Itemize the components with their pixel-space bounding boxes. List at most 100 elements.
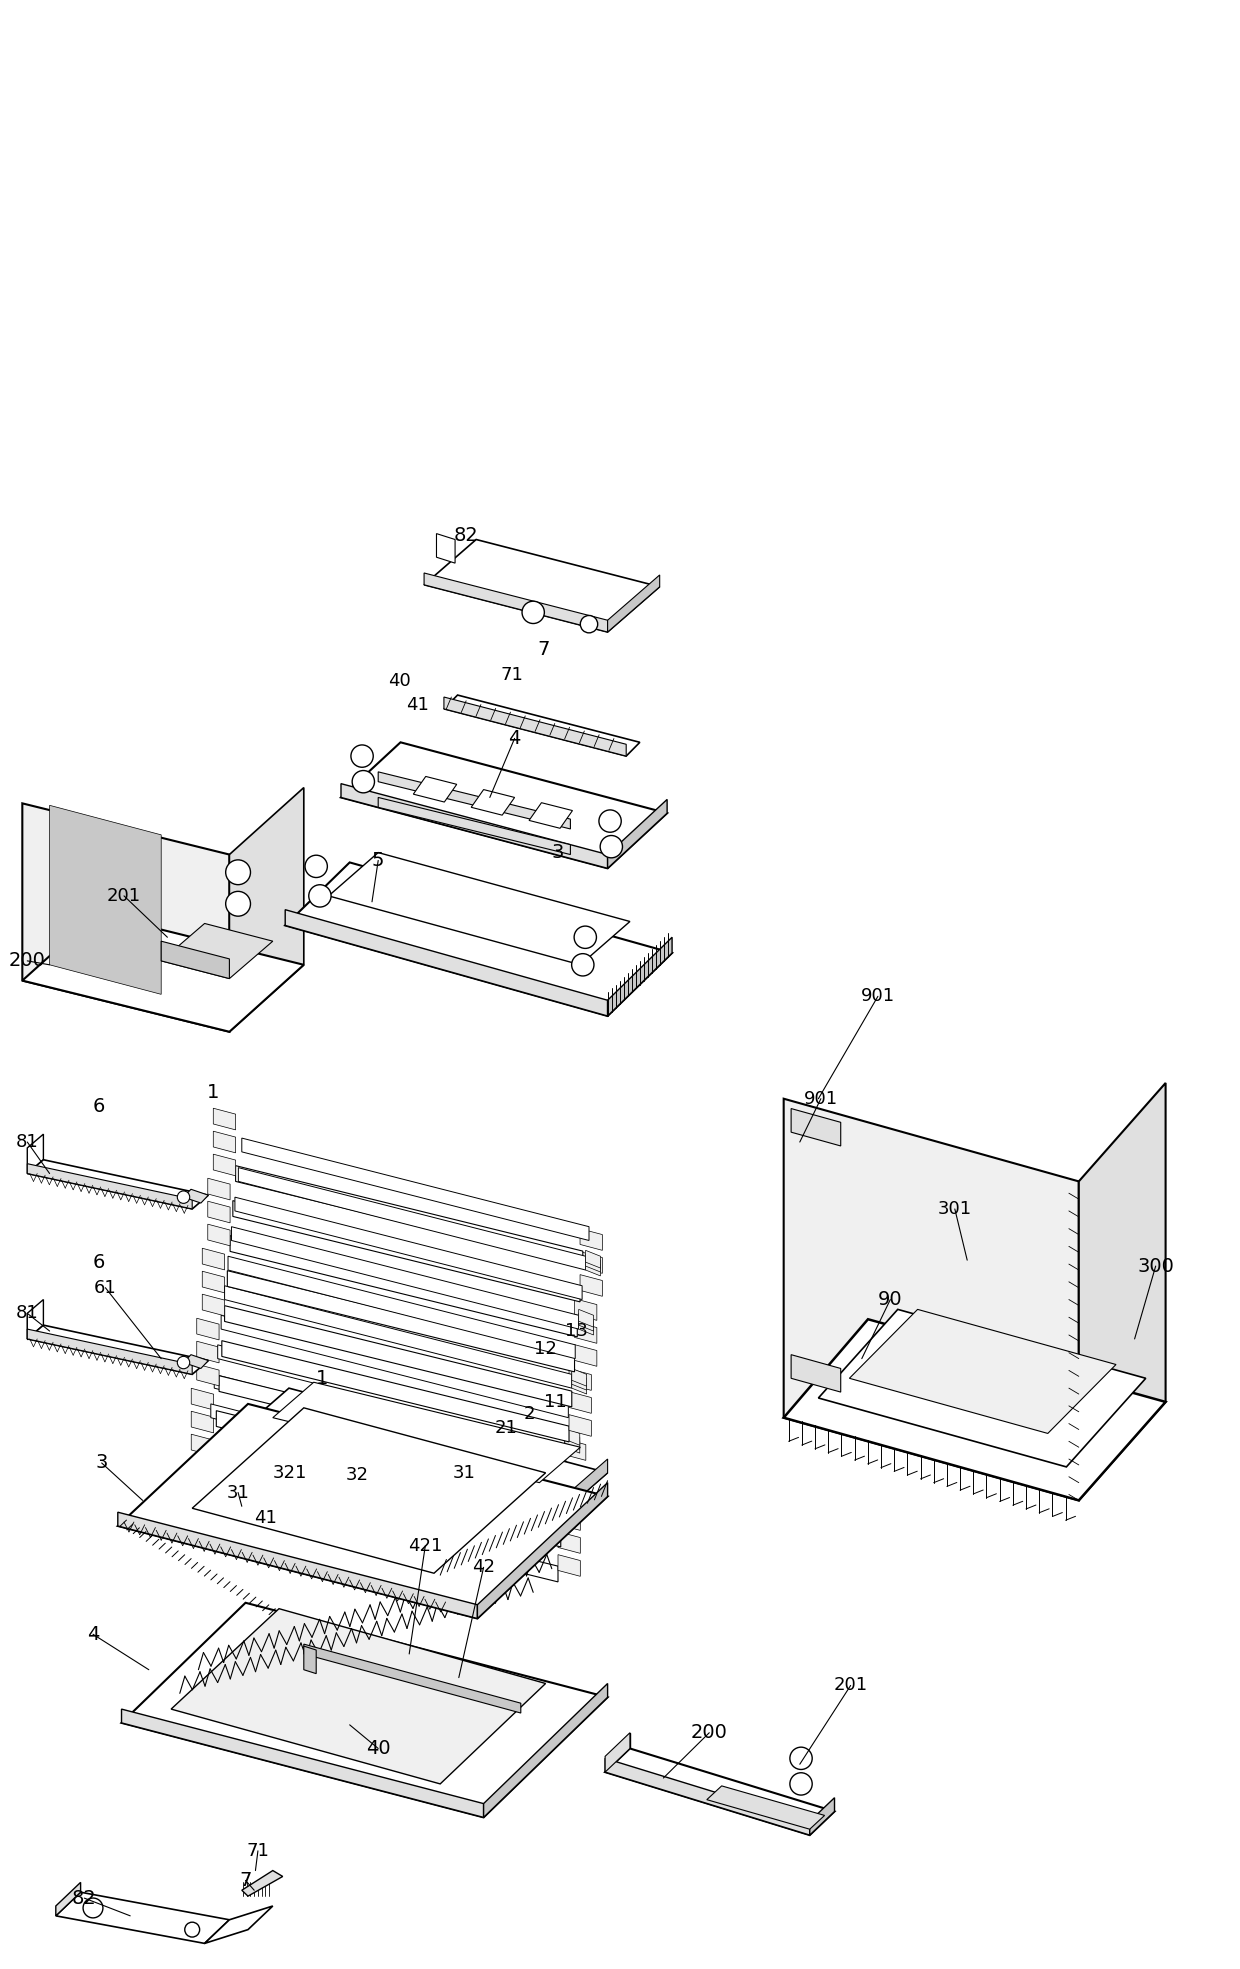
Polygon shape	[558, 1494, 573, 1512]
Text: 31: 31	[453, 1463, 475, 1483]
Polygon shape	[231, 1237, 578, 1337]
Polygon shape	[304, 1644, 521, 1713]
Polygon shape	[161, 923, 273, 979]
Text: 21: 21	[495, 1418, 517, 1437]
Polygon shape	[563, 1439, 585, 1461]
Circle shape	[177, 1191, 190, 1203]
Polygon shape	[579, 1313, 594, 1331]
Polygon shape	[471, 790, 515, 815]
Polygon shape	[208, 1177, 231, 1199]
Polygon shape	[580, 1274, 603, 1296]
Polygon shape	[579, 1317, 594, 1335]
Polygon shape	[569, 1368, 591, 1390]
Polygon shape	[27, 1164, 192, 1209]
Polygon shape	[574, 1300, 596, 1321]
Polygon shape	[242, 1871, 283, 1896]
Polygon shape	[239, 1418, 558, 1516]
Text: 40: 40	[388, 671, 410, 691]
Polygon shape	[22, 914, 304, 1032]
Polygon shape	[184, 1355, 208, 1368]
Polygon shape	[436, 534, 455, 563]
Polygon shape	[122, 1603, 608, 1817]
Polygon shape	[569, 1392, 591, 1414]
Text: 1: 1	[207, 1083, 219, 1103]
Polygon shape	[192, 1408, 546, 1573]
Polygon shape	[118, 1404, 608, 1619]
Polygon shape	[273, 1382, 580, 1483]
Polygon shape	[791, 1355, 841, 1392]
Circle shape	[580, 616, 598, 632]
Polygon shape	[569, 1414, 591, 1435]
Polygon shape	[205, 1906, 273, 1943]
Polygon shape	[202, 1248, 224, 1270]
Polygon shape	[208, 1225, 231, 1246]
Polygon shape	[224, 1305, 572, 1408]
Polygon shape	[285, 910, 608, 1016]
Polygon shape	[27, 1325, 208, 1374]
Polygon shape	[27, 1134, 43, 1174]
Polygon shape	[213, 1130, 236, 1154]
Polygon shape	[222, 1341, 569, 1441]
Polygon shape	[444, 695, 640, 756]
Polygon shape	[707, 1786, 825, 1829]
Polygon shape	[818, 1309, 1146, 1467]
Polygon shape	[215, 1374, 562, 1477]
Polygon shape	[213, 1445, 560, 1548]
Text: 3: 3	[95, 1453, 108, 1473]
Text: 41: 41	[254, 1508, 277, 1528]
Polygon shape	[580, 1229, 603, 1250]
Polygon shape	[579, 1309, 594, 1327]
Text: 71: 71	[501, 666, 523, 685]
Text: 200: 200	[691, 1723, 728, 1743]
Polygon shape	[236, 1166, 583, 1266]
Text: 2: 2	[523, 1404, 536, 1424]
Text: 301: 301	[937, 1199, 972, 1219]
Polygon shape	[341, 742, 667, 868]
Polygon shape	[565, 1431, 580, 1449]
Circle shape	[790, 1772, 812, 1796]
Polygon shape	[56, 1892, 229, 1943]
Polygon shape	[791, 1109, 841, 1146]
Text: 4: 4	[87, 1624, 99, 1644]
Text: 13: 13	[565, 1321, 588, 1341]
Polygon shape	[191, 1433, 213, 1455]
Text: 1: 1	[316, 1368, 329, 1388]
Polygon shape	[585, 1254, 600, 1272]
Polygon shape	[1079, 1083, 1166, 1500]
Polygon shape	[585, 1258, 600, 1276]
Polygon shape	[211, 1481, 558, 1581]
Polygon shape	[605, 1758, 810, 1835]
Polygon shape	[565, 1435, 580, 1453]
Circle shape	[574, 925, 596, 949]
Polygon shape	[197, 1341, 219, 1363]
Polygon shape	[565, 1428, 580, 1445]
Polygon shape	[227, 1270, 574, 1372]
Polygon shape	[228, 1256, 575, 1359]
Text: 71: 71	[247, 1841, 269, 1861]
Polygon shape	[558, 1487, 573, 1504]
Circle shape	[309, 884, 331, 908]
Polygon shape	[233, 1201, 580, 1302]
Polygon shape	[558, 1532, 580, 1554]
Polygon shape	[329, 853, 630, 965]
Circle shape	[790, 1747, 812, 1770]
Polygon shape	[444, 697, 626, 756]
Polygon shape	[784, 1099, 1079, 1500]
Polygon shape	[285, 862, 672, 1016]
Polygon shape	[197, 1319, 219, 1339]
Polygon shape	[50, 805, 161, 994]
Circle shape	[599, 809, 621, 833]
Circle shape	[600, 835, 622, 858]
Polygon shape	[122, 1709, 484, 1817]
Polygon shape	[484, 1683, 608, 1817]
Polygon shape	[572, 1376, 587, 1394]
Circle shape	[226, 892, 250, 916]
Polygon shape	[27, 1300, 43, 1339]
Polygon shape	[558, 1459, 608, 1516]
Polygon shape	[224, 1286, 572, 1388]
Polygon shape	[574, 1345, 596, 1366]
Text: 300: 300	[1137, 1256, 1174, 1276]
Text: 7: 7	[537, 640, 549, 660]
Text: 32: 32	[346, 1465, 368, 1485]
Polygon shape	[242, 1138, 589, 1240]
